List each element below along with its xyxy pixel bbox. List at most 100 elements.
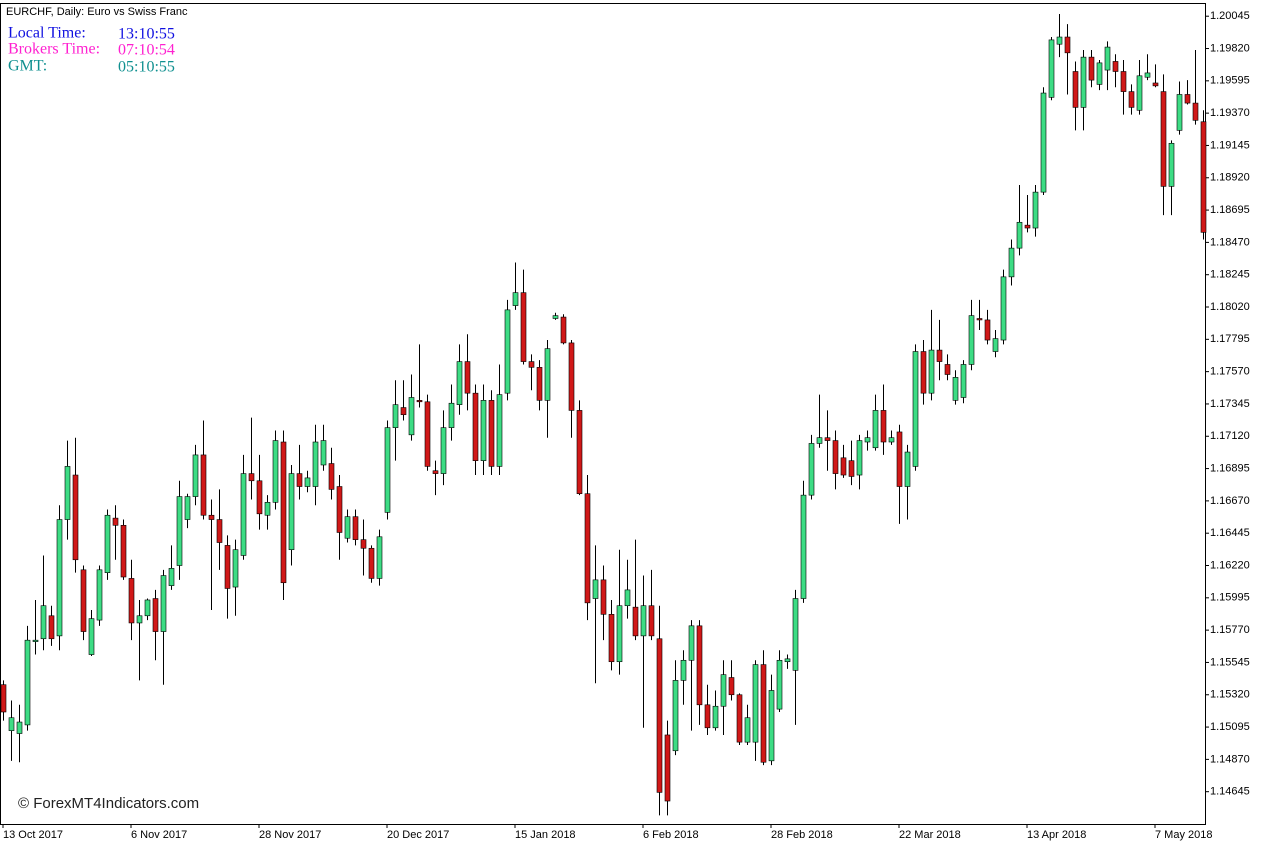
candle-body	[560, 316, 567, 344]
candle-body	[80, 569, 87, 632]
candle-body	[752, 664, 759, 743]
candle-body	[72, 474, 79, 561]
watermark: © ForexMT4Indicators.com	[18, 795, 199, 812]
candle-body	[728, 677, 735, 696]
y-tick-label: 1.15995	[1210, 592, 1250, 604]
candle-body	[392, 404, 399, 428]
y-tick-label: 1.14645	[1210, 786, 1250, 798]
candle-body	[912, 351, 919, 467]
y-tick-label: 1.15320	[1210, 689, 1250, 701]
candle-body	[1184, 94, 1191, 104]
candle-body	[1200, 121, 1207, 233]
candle-body	[712, 705, 719, 729]
candle-body	[376, 536, 383, 579]
candle-body	[1152, 82, 1159, 87]
candle-body	[976, 318, 983, 321]
candle-body	[120, 524, 127, 578]
candle-body	[320, 440, 327, 466]
y-tick-label: 1.15770	[1210, 624, 1250, 636]
candle-body	[776, 659, 783, 710]
candle-body	[1056, 36, 1063, 45]
candle-body	[936, 349, 943, 362]
candle-body	[1040, 92, 1047, 193]
candle-body	[656, 638, 663, 793]
candle-body	[1008, 247, 1015, 278]
time-label: GMT:	[8, 58, 47, 75]
y-tick-label: 1.18245	[1210, 269, 1250, 281]
candle-body	[16, 721, 23, 734]
candle-body	[496, 394, 503, 467]
candle-body	[424, 401, 431, 467]
candle-body	[880, 410, 887, 443]
candle-body	[1136, 75, 1143, 111]
candle-body	[24, 639, 31, 726]
y-tick-label: 1.17120	[1210, 430, 1250, 442]
candle-body	[1176, 94, 1183, 131]
candle-body	[672, 680, 679, 752]
candle-body	[784, 658, 791, 663]
y-tick-label: 1.17570	[1210, 366, 1250, 378]
candle-body	[808, 443, 815, 496]
y-tick-label: 1.18695	[1210, 204, 1250, 216]
candle-body	[544, 348, 551, 401]
candle-body	[984, 319, 991, 341]
candle-body	[456, 361, 463, 405]
candle-body	[64, 466, 71, 520]
y-tick-label: 1.20045	[1210, 10, 1250, 22]
candle-body	[1072, 71, 1079, 108]
candle-body	[104, 514, 111, 573]
candle-body	[432, 470, 439, 474]
candle-body	[792, 598, 799, 671]
candle-body	[480, 400, 487, 461]
time-value: 05:10:55	[118, 59, 175, 76]
candle-body	[240, 473, 247, 556]
candle-body	[840, 457, 847, 476]
candle-body	[648, 605, 655, 637]
candle-body	[112, 517, 119, 526]
candle-body	[968, 315, 975, 365]
candle-body	[832, 440, 839, 474]
candle-body	[400, 407, 407, 416]
time-value: 13:10:55	[118, 26, 175, 43]
x-tick-label: 15 Jan 2018	[515, 829, 576, 841]
time-value: 07:10:54	[118, 42, 175, 59]
candle-body	[440, 427, 447, 474]
time-label: Brokers Time:	[8, 41, 100, 58]
candle-body	[552, 315, 559, 319]
y-tick-label: 1.17795	[1210, 333, 1250, 345]
candle-body	[448, 402, 455, 428]
candle-body	[704, 704, 711, 729]
candle-body	[592, 579, 599, 599]
candle-body	[928, 349, 935, 394]
candle-body	[848, 460, 855, 477]
candle-body	[224, 545, 231, 589]
candle-body	[336, 486, 343, 533]
candle-body	[88, 618, 95, 655]
candle-body	[1000, 276, 1007, 341]
candle-body	[520, 292, 527, 362]
candle-body	[680, 659, 687, 681]
x-tick-label: 6 Nov 2017	[131, 829, 187, 841]
candle-body	[40, 605, 47, 640]
x-tick-label: 13 Apr 2018	[1027, 829, 1086, 841]
candle-body	[464, 361, 471, 394]
candle-body	[608, 614, 615, 663]
candle-body	[744, 717, 751, 743]
candle-body	[768, 690, 775, 762]
candle-body	[576, 410, 583, 495]
candle-body	[296, 473, 303, 487]
candle-body	[536, 367, 543, 401]
candle-body	[1024, 224, 1031, 229]
candle-body	[1032, 191, 1039, 229]
x-tick-label: 22 Mar 2018	[899, 829, 961, 841]
candle-body	[1080, 56, 1087, 108]
candle-body	[888, 437, 895, 443]
candle-body	[1096, 62, 1103, 85]
candle-body	[312, 441, 319, 487]
candle-body	[248, 473, 255, 482]
candle-body	[288, 473, 295, 551]
y-tick-label: 1.16445	[1210, 527, 1250, 539]
candle-body	[512, 292, 519, 306]
candle-body	[1120, 71, 1127, 92]
